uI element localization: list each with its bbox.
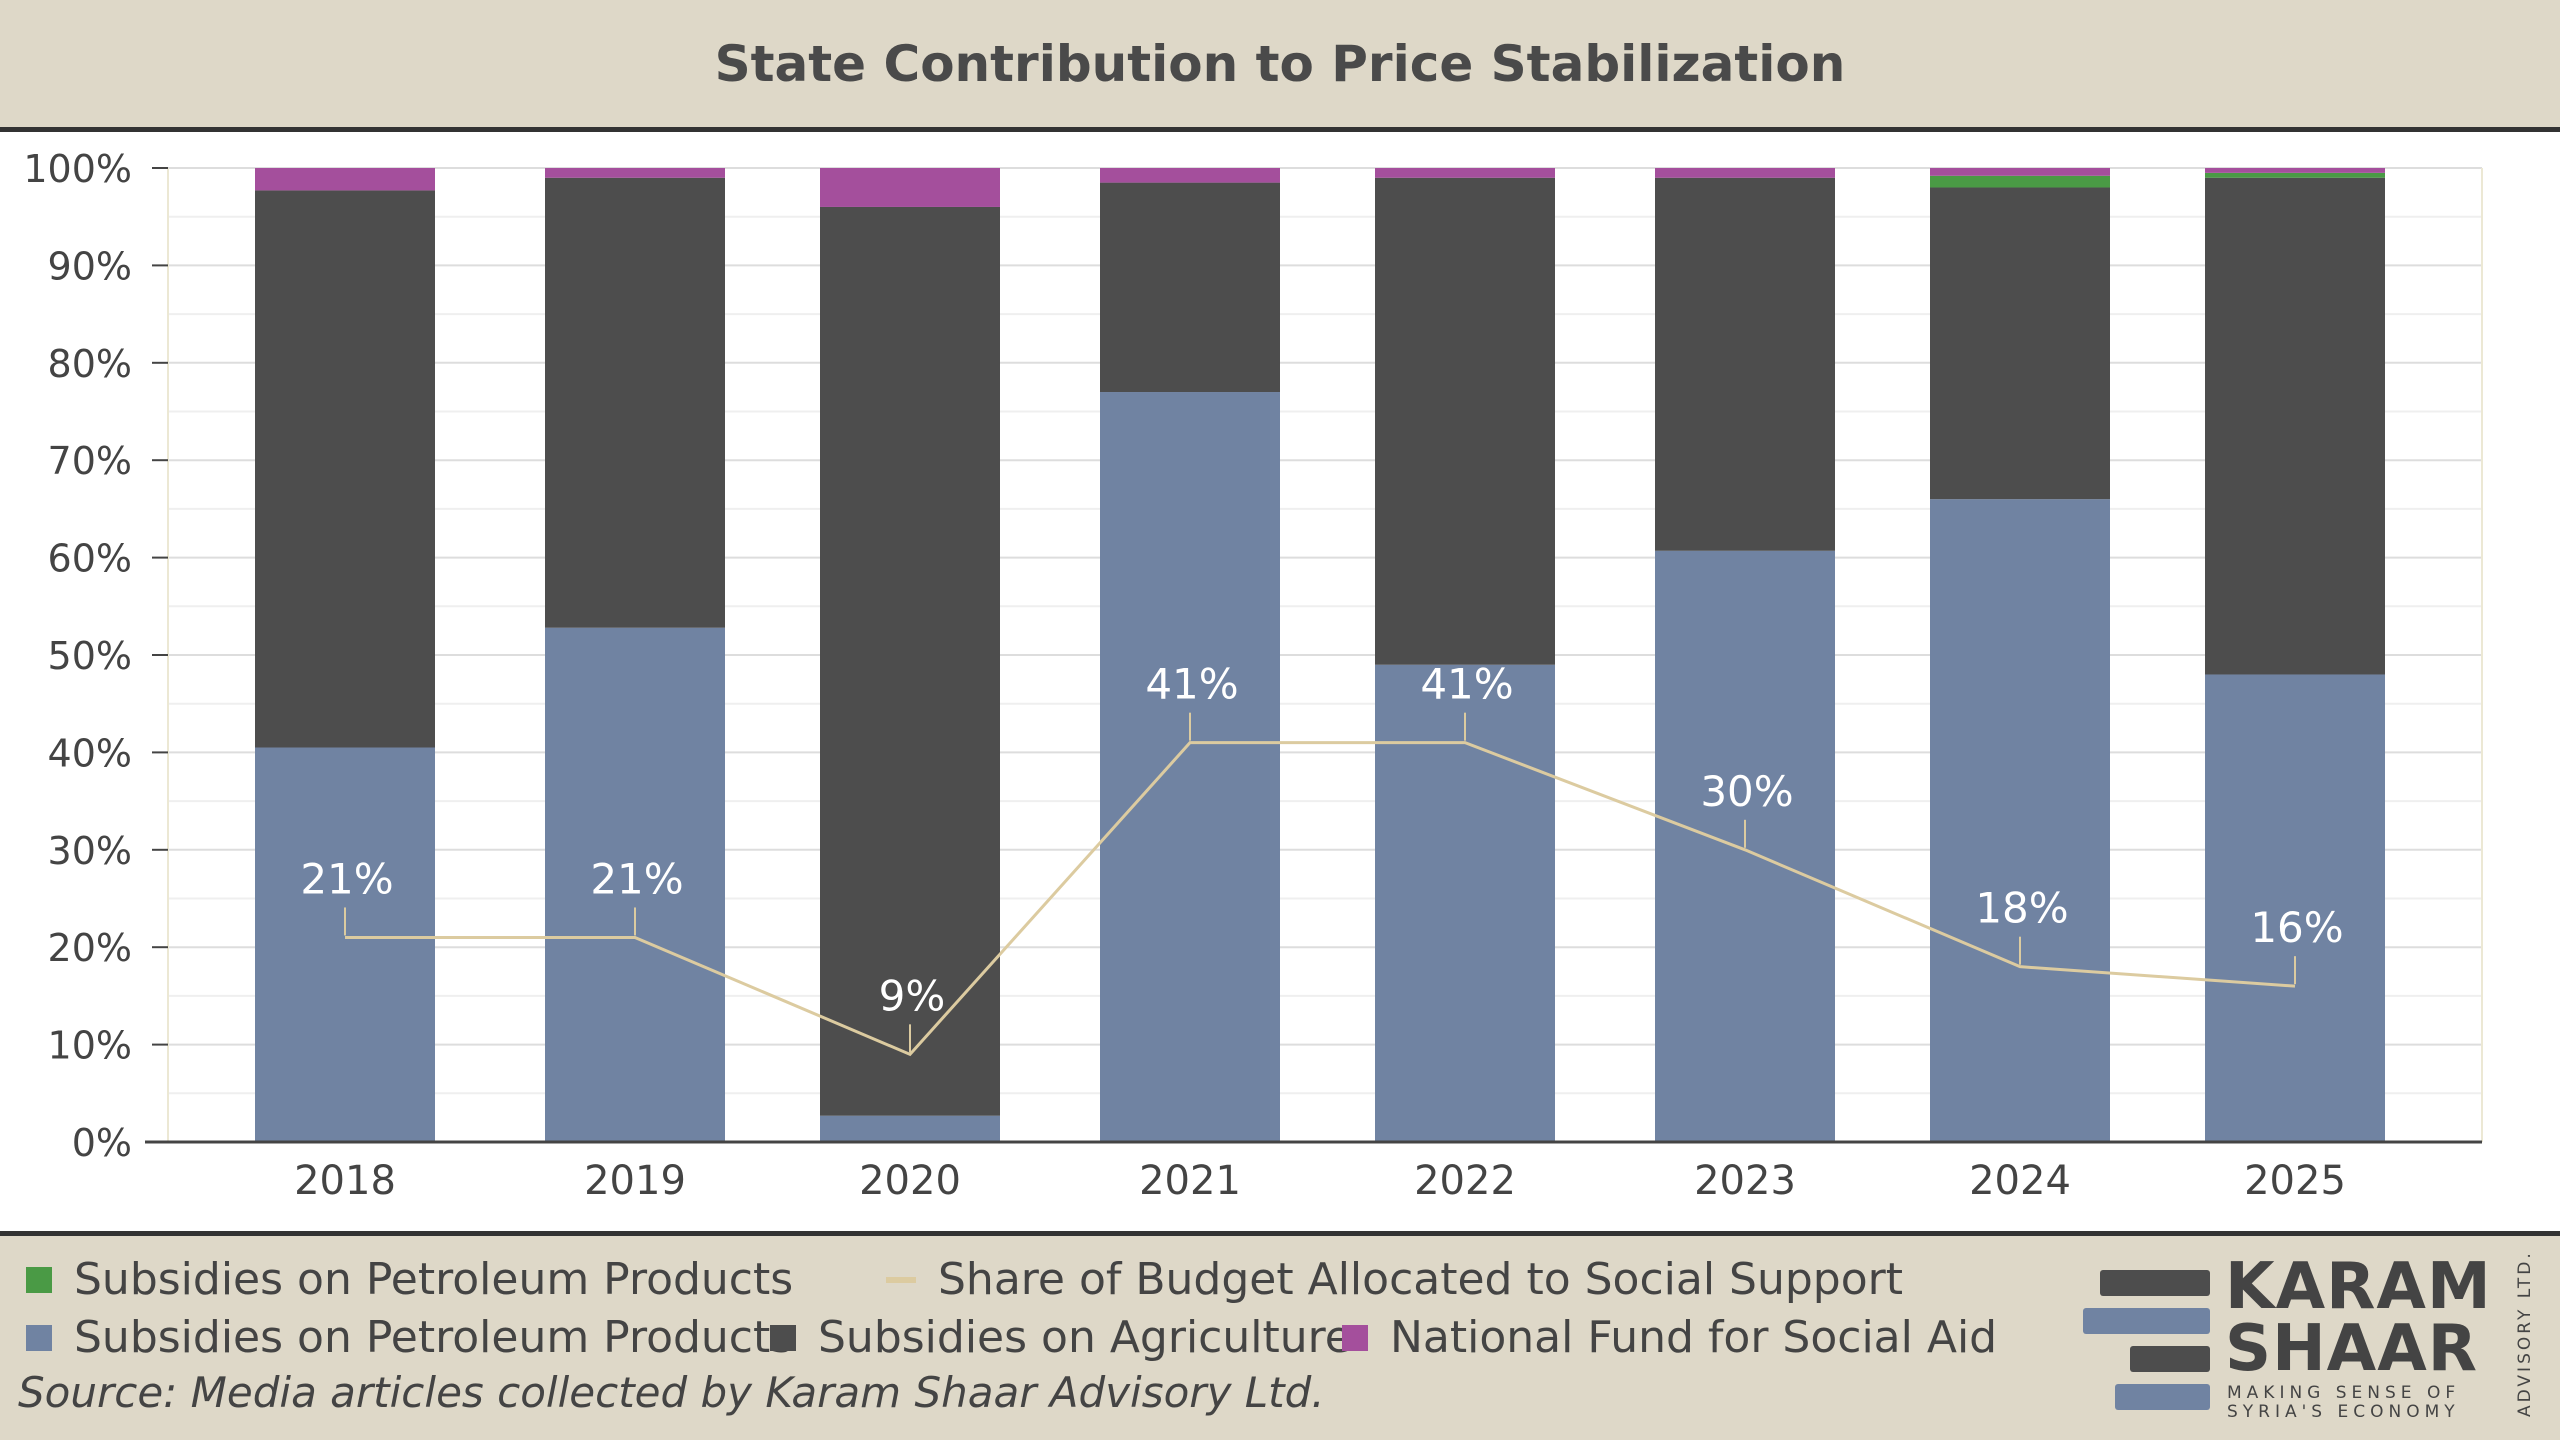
data-label: 41% xyxy=(1145,660,1238,709)
y-tick-label: 20% xyxy=(48,926,132,970)
bar-segment xyxy=(820,1115,1000,1142)
y-tick-label: 80% xyxy=(48,342,132,386)
y-tick-label: 100% xyxy=(23,147,132,191)
legend-item-petroleum-blue: Subsidies on Petroleum Products xyxy=(26,1312,793,1363)
bar-segment xyxy=(1930,499,2110,1142)
legend-label: Subsidies on Petroleum Products xyxy=(74,1254,794,1305)
legend-swatch xyxy=(886,1276,916,1283)
logo-name-line2: SHAAR xyxy=(2225,1312,2478,1386)
legend-swatch xyxy=(770,1324,796,1351)
bar-segment xyxy=(1100,182,1280,393)
legend-item-agriculture: Subsidies on Agriculture xyxy=(770,1312,1352,1363)
social-support-line xyxy=(345,741,2296,1057)
legend-swatch xyxy=(26,1324,52,1351)
legend-item-social-aid-fund: National Fund for Social Aid xyxy=(1342,1312,1997,1363)
bar-segment xyxy=(1930,168,2110,176)
data-label: 21% xyxy=(300,854,393,903)
bar-segment xyxy=(820,168,1000,207)
y-tick-label: 50% xyxy=(48,634,132,678)
legend-label: Subsidies on Petroleum Products xyxy=(74,1312,794,1363)
bar-segment xyxy=(1100,392,1280,1142)
source-note: Source: Media articles collected by Kara… xyxy=(18,1368,1325,1417)
x-tick-label: 2020 xyxy=(859,1158,961,1204)
y-tick-label: 40% xyxy=(48,731,132,775)
x-tick-label: 2019 xyxy=(584,1158,686,1204)
data-label: 16% xyxy=(2250,903,2343,952)
bar-segment xyxy=(545,627,725,1142)
bar-segment xyxy=(2205,674,2385,1142)
bar-segment xyxy=(2205,177,2385,675)
data-label: 21% xyxy=(590,854,683,903)
bar-segment xyxy=(255,168,435,191)
y-tick-label: 0% xyxy=(72,1121,132,1165)
y-tick-label: 60% xyxy=(48,537,132,581)
logo-name-line1: KARAM xyxy=(2225,1250,2492,1324)
y-tick-label: 30% xyxy=(48,829,132,873)
y-tick-label: 10% xyxy=(48,1024,132,1068)
chart-title: State Contribution to Price Stabilizatio… xyxy=(714,34,1846,93)
logo-wordmark: KARAM SHAAR xyxy=(2225,1250,2492,1386)
x-tick-label: 2023 xyxy=(1694,1158,1796,1204)
legend-item-social-support-share: Share of Budget Allocated to Social Supp… xyxy=(886,1254,1903,1305)
logo-tagline-line1: MAKING SENSE OF xyxy=(2227,1383,2461,1403)
data-label: 9% xyxy=(879,971,946,1020)
logo-tagline-line2: SYRIA'S ECONOMY xyxy=(2227,1402,2460,1422)
bar-segment xyxy=(1375,664,1555,1142)
bar-segment xyxy=(1100,168,1280,183)
legend-swatch xyxy=(26,1266,52,1293)
legend-label: National Fund for Social Aid xyxy=(1390,1312,1998,1363)
logo-side-text: ADVISORY LTD. xyxy=(2515,1250,2535,1417)
data-label: 30% xyxy=(1700,767,1793,816)
x-tick-label: 2025 xyxy=(2244,1158,2346,1204)
bar-segment xyxy=(1655,168,1835,178)
legend-swatch xyxy=(1342,1324,1368,1351)
legend-label: Share of Budget Allocated to Social Supp… xyxy=(938,1254,1903,1305)
x-tick-label: 2021 xyxy=(1139,1158,1241,1204)
y-tick-label: 70% xyxy=(48,439,132,483)
data-label: 41% xyxy=(1420,660,1513,709)
logo-tagline: MAKING SENSE OF SYRIA'S ECONOMY xyxy=(2227,1384,2460,1422)
x-tick-label: 2022 xyxy=(1414,1158,1516,1204)
data-label: 18% xyxy=(1975,884,2068,933)
bar-segment xyxy=(255,190,435,748)
bar-segment xyxy=(545,177,725,628)
bar-segment xyxy=(1375,177,1555,665)
x-tick-label: 2018 xyxy=(294,1158,396,1204)
bar-segment xyxy=(1655,177,1835,551)
bar-segment xyxy=(545,168,725,178)
company-logo: KARAM SHAAR MAKING SENSE OF SYRIA'S ECON… xyxy=(2075,1250,2540,1427)
legend-item-petroleum-green: Subsidies on Petroleum Products xyxy=(26,1254,793,1305)
chart-header: State Contribution to Price Stabilizatio… xyxy=(0,0,2560,132)
stacked-bar-chart: 0% 10% 20% 30% 40% 50% 60% 70% 80% 90% 100% 2018 201… xyxy=(23,147,2483,1204)
x-tick-label: 2024 xyxy=(1969,1158,2071,1204)
bar-segment xyxy=(1930,187,2110,500)
bar-segment xyxy=(1930,175,2110,188)
bar-segment xyxy=(1375,168,1555,178)
logo-bars-icon xyxy=(2075,1262,2225,1427)
bar-segment xyxy=(820,206,1000,1116)
y-tick-label: 90% xyxy=(48,244,132,288)
bar-segment xyxy=(2205,172,2385,178)
bar-segment xyxy=(255,747,435,1142)
plot-area: 0% 10% 20% 30% 40% 50% 60% 70% 80% 90% 100% 2018 201… xyxy=(0,132,2560,1236)
legend-label: Subsidies on Agriculture xyxy=(818,1312,1352,1363)
bar-segment xyxy=(2205,168,2385,173)
